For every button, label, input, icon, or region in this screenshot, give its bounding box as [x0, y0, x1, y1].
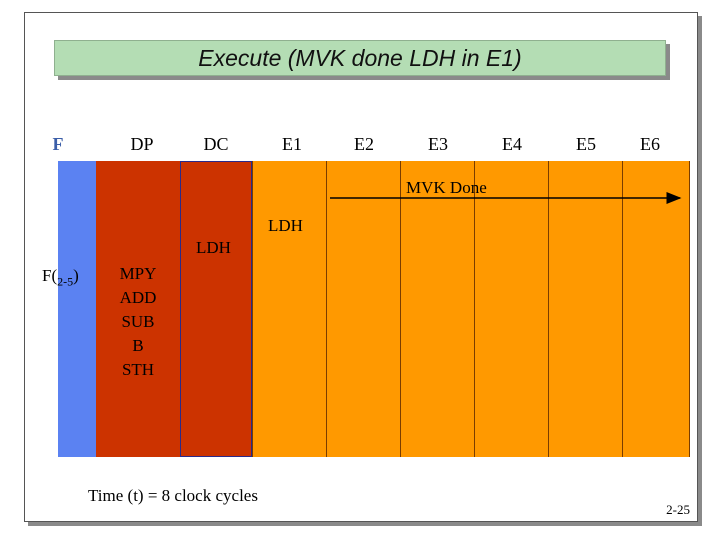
dp-column — [96, 161, 180, 457]
e6-column — [622, 161, 690, 457]
dp-instruction: MPY — [119, 264, 157, 283]
dp-instruction: STH — [121, 360, 155, 379]
e1-column — [252, 161, 326, 457]
title-banner: Execute (MVK done LDH in E1) — [54, 40, 666, 76]
stage-label-dp: DP — [130, 134, 154, 154]
ldh-e1-label: LDH — [268, 216, 303, 235]
page-number: 2-25 — [666, 502, 690, 517]
stage-label-e3: E3 — [428, 134, 448, 154]
dp-instruction: SUB — [121, 312, 155, 331]
mvk-done-label: MVK Done — [406, 178, 487, 197]
e5-column — [548, 161, 622, 457]
fetch-label-main: F( — [42, 266, 58, 285]
stage-label-e5: E5 — [576, 134, 596, 154]
e4-column — [474, 161, 548, 457]
stage-label-e1: E1 — [282, 134, 302, 154]
fetch-label-sub: 2-5 — [57, 274, 74, 289]
stage-label-e4: E4 — [502, 134, 522, 154]
e3-column — [400, 161, 474, 457]
stage-label-dc: DC — [203, 134, 229, 154]
e2-column — [326, 161, 400, 457]
stage-label-e6: E6 — [640, 134, 660, 154]
dp-packet-list: MPY ADD SUB B STH — [116, 262, 160, 382]
fetch-packets-label: F(2-5) — [42, 266, 79, 289]
slide-title: Execute (MVK done LDH in E1) — [198, 44, 522, 71]
fetch-column — [58, 161, 96, 457]
dp-instruction: B — [132, 336, 144, 355]
fetch-label-close: ) — [73, 266, 79, 285]
dp-instruction: ADD — [119, 288, 157, 307]
stage-label-f: F — [52, 134, 64, 154]
ldh-dc-label: LDH — [196, 238, 231, 257]
dc-column — [180, 161, 252, 457]
stage-label-e2: E2 — [354, 134, 374, 154]
time-caption: Time (t) = 8 clock cycles — [88, 486, 258, 505]
